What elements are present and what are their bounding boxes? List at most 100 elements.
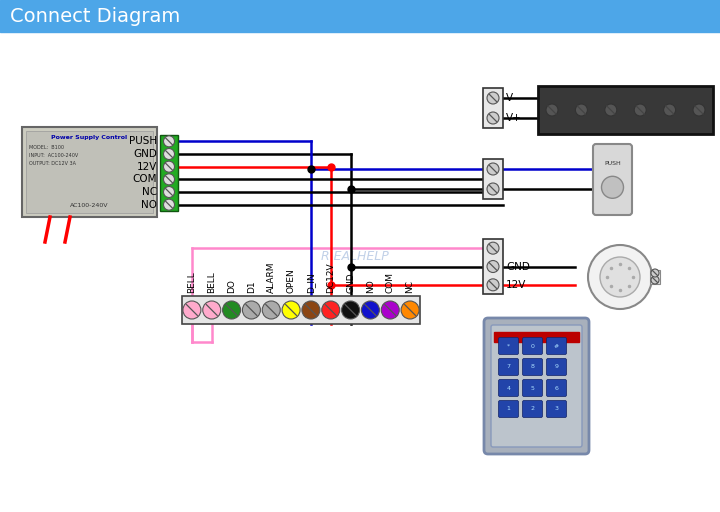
Text: OPEN: OPEN [287, 268, 296, 293]
Text: COM: COM [132, 174, 157, 184]
Circle shape [487, 279, 499, 291]
Circle shape [575, 104, 588, 116]
Text: #: # [554, 344, 559, 349]
Circle shape [341, 301, 359, 319]
Circle shape [588, 245, 652, 309]
Text: BELL: BELL [187, 271, 197, 293]
Text: NO: NO [366, 279, 375, 293]
Text: NC: NC [142, 187, 157, 197]
FancyBboxPatch shape [484, 318, 589, 454]
Bar [483, 159, 503, 199]
Circle shape [163, 136, 174, 147]
Bar [22, 127, 157, 217]
Bar [26, 131, 153, 213]
Circle shape [600, 257, 640, 297]
Text: AC100-240V: AC100-240V [71, 203, 109, 208]
Text: NC: NC [405, 280, 415, 293]
Circle shape [605, 104, 617, 116]
FancyBboxPatch shape [546, 379, 567, 396]
Text: 5: 5 [531, 386, 534, 391]
Text: GND: GND [133, 149, 157, 159]
Text: PUSH: PUSH [129, 136, 157, 146]
Circle shape [361, 301, 379, 319]
Text: Power Supply Control: Power Supply Control [51, 135, 127, 139]
FancyBboxPatch shape [546, 337, 567, 354]
Text: MODEL:  B100: MODEL: B100 [29, 145, 64, 150]
Text: V-: V- [506, 93, 516, 103]
Text: R EALHELP: R EALHELP [321, 250, 389, 264]
Text: 3: 3 [554, 407, 559, 412]
Circle shape [322, 301, 340, 319]
Text: V+: V+ [506, 113, 522, 123]
Text: DO: DO [227, 279, 236, 293]
Text: 6: 6 [554, 386, 559, 391]
Circle shape [203, 301, 221, 319]
FancyBboxPatch shape [523, 358, 542, 375]
Circle shape [382, 301, 400, 319]
Circle shape [222, 301, 240, 319]
FancyBboxPatch shape [523, 379, 542, 396]
Circle shape [601, 176, 624, 198]
Bar [650, 270, 660, 284]
Circle shape [163, 174, 174, 185]
Circle shape [487, 163, 499, 175]
Text: 7: 7 [506, 365, 510, 370]
Circle shape [487, 92, 499, 104]
Circle shape [183, 301, 201, 319]
Circle shape [243, 301, 261, 319]
Text: INPUT:  AC100-240V: INPUT: AC100-240V [29, 153, 78, 158]
FancyBboxPatch shape [523, 400, 542, 417]
Bar [538, 86, 713, 134]
FancyBboxPatch shape [498, 337, 518, 354]
Text: DC12V: DC12V [326, 262, 336, 293]
Text: D1: D1 [247, 281, 256, 293]
Text: 12V: 12V [506, 280, 526, 290]
Text: 9: 9 [554, 365, 559, 370]
Circle shape [487, 183, 499, 195]
Circle shape [163, 199, 174, 210]
Bar [0, 0, 720, 32]
Circle shape [634, 104, 647, 116]
Text: GND: GND [506, 262, 530, 271]
Circle shape [262, 301, 280, 319]
Bar [160, 135, 178, 211]
Circle shape [302, 301, 320, 319]
Circle shape [163, 148, 174, 160]
FancyBboxPatch shape [498, 400, 518, 417]
FancyBboxPatch shape [491, 325, 582, 447]
Circle shape [546, 104, 558, 116]
FancyBboxPatch shape [523, 337, 542, 354]
Circle shape [487, 242, 499, 254]
Circle shape [163, 161, 174, 172]
Text: D_IN: D_IN [307, 272, 315, 293]
Text: 8: 8 [531, 365, 534, 370]
Text: NO: NO [141, 200, 157, 210]
Bar [494, 332, 579, 342]
Circle shape [401, 301, 419, 319]
Text: 2: 2 [531, 407, 534, 412]
FancyBboxPatch shape [498, 379, 518, 396]
Circle shape [487, 261, 499, 272]
Circle shape [163, 186, 174, 198]
Circle shape [651, 276, 659, 284]
Text: GND: GND [346, 272, 355, 293]
Text: COM: COM [386, 272, 395, 293]
FancyBboxPatch shape [593, 144, 632, 215]
Text: *: * [507, 344, 510, 349]
Text: BELL: BELL [207, 271, 216, 293]
FancyBboxPatch shape [498, 358, 518, 375]
Text: 12V: 12V [137, 162, 157, 172]
Text: 0: 0 [531, 344, 534, 349]
Text: ALARM: ALARM [266, 262, 276, 293]
Circle shape [664, 104, 675, 116]
Text: Connect Diagram: Connect Diagram [10, 7, 180, 26]
Bar [483, 239, 503, 294]
FancyBboxPatch shape [546, 358, 567, 375]
Circle shape [651, 269, 659, 277]
Text: PUSH: PUSH [604, 161, 621, 166]
Circle shape [693, 104, 705, 116]
Bar [182, 296, 420, 324]
Circle shape [282, 301, 300, 319]
FancyBboxPatch shape [546, 400, 567, 417]
Text: 1: 1 [507, 407, 510, 412]
